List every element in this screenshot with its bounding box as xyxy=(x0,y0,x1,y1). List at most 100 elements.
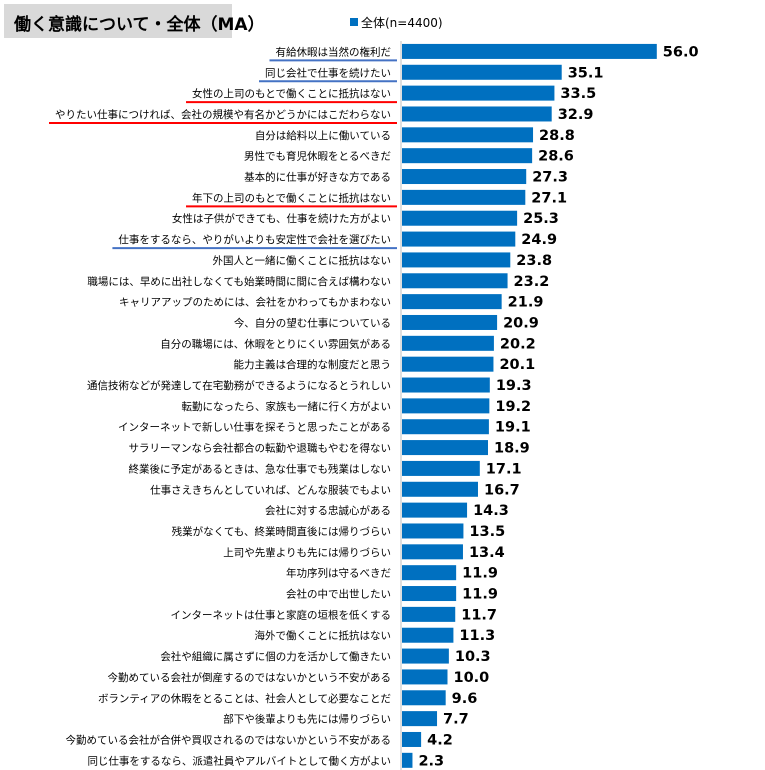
value-label: 35.1 xyxy=(568,65,604,81)
bar xyxy=(402,711,438,727)
legend-label: 全体(n=4400) xyxy=(361,16,443,30)
category-label: 外国人と一緒に働くことに抵抗はない xyxy=(213,254,392,267)
category-label: 今勤めている会社が倒産するのではないかという不安がある xyxy=(108,671,392,684)
bar xyxy=(402,85,555,101)
category-label: 会社の中で出世したい xyxy=(286,588,391,601)
category-label: 自分は給料以上に働いている xyxy=(255,129,391,142)
category-label: インターネットは仕事と家庭の垣根を低くする xyxy=(171,608,392,621)
category-label: 自分の職場には、休暇をとりにくい雰囲気がある xyxy=(160,337,391,350)
value-label: 16.7 xyxy=(484,482,520,498)
value-label: 28.6 xyxy=(538,149,574,165)
bar xyxy=(402,189,526,205)
value-label: 7.7 xyxy=(443,712,469,728)
bar xyxy=(402,502,468,518)
category-label: 今勤めている会社が合併や買収されるのではないかという不安がある xyxy=(66,733,392,746)
value-label: 25.3 xyxy=(523,211,559,227)
category-label: 転勤になったら、家族も一緒に行く方がよい xyxy=(182,400,391,413)
value-label: 11.9 xyxy=(462,587,498,603)
category-label: 上司や先輩よりも先には帰りづらい xyxy=(223,546,391,559)
bar xyxy=(402,64,562,80)
category-label: キャリアアップのためには、会社をかわってもかまわない xyxy=(119,296,391,309)
bar xyxy=(402,565,457,581)
category-label: 年功序列は守るべきだ xyxy=(286,567,391,580)
value-label: 11.3 xyxy=(459,628,495,644)
bar xyxy=(402,231,516,247)
value-label: 18.9 xyxy=(494,441,530,457)
legend-swatch xyxy=(350,18,358,26)
value-label: 19.1 xyxy=(495,420,531,436)
category-label: 会社や組織に属さずに個の力を活かして働きたい xyxy=(160,650,391,663)
bar xyxy=(402,523,464,539)
bar xyxy=(402,460,480,476)
bar xyxy=(402,294,502,310)
bar xyxy=(402,752,413,768)
category-label: 基本的に仕事が好きな方である xyxy=(244,171,391,184)
value-label: 13.5 xyxy=(469,524,505,540)
category-label: 残業がなくても、終業時間直後には帰りづらい xyxy=(172,525,391,538)
value-label: 11.9 xyxy=(462,566,498,582)
category-label: やりたい仕事につければ、会社の規模や有名かどうかにはこだわらない xyxy=(55,108,391,121)
category-label: 同じ仕事をするなら、派遣社員やアルバイトとして働く方がよい xyxy=(87,754,391,767)
value-label: 17.1 xyxy=(486,461,522,477)
category-label: インターネットで新しい仕事を探そうと思ったことがある xyxy=(118,421,391,434)
category-label: 職場には、早めに出社しなくても始業時間に間に合えば構わない xyxy=(87,275,391,288)
bar xyxy=(402,43,657,59)
bar xyxy=(402,669,448,685)
bar xyxy=(402,106,552,122)
bar xyxy=(402,148,533,164)
category-label: 仕事さえきちんとしていれば、どんな服装でもよい xyxy=(150,483,391,496)
category-label: 同じ会社で仕事を続けたい xyxy=(265,66,391,79)
category-label: 海外で働くことに抵抗はない xyxy=(255,629,392,642)
bar xyxy=(402,606,456,622)
category-label: 通信技術などが発達して在宅勤務ができるようになるとうれしい xyxy=(87,379,391,392)
value-label: 9.6 xyxy=(452,691,478,707)
value-label: 27.3 xyxy=(532,170,568,186)
bar xyxy=(402,731,422,747)
bar xyxy=(402,544,463,560)
bar xyxy=(402,356,494,372)
category-label: 有給休暇は当然の権利だ xyxy=(276,45,392,58)
category-label: ボランティアの休暇をとることは、社会人として必要なことだ xyxy=(98,692,391,705)
value-label: 33.5 xyxy=(560,86,596,102)
category-label: 女性の上司のもとで働くことに抵抗はない xyxy=(192,87,391,100)
bar xyxy=(402,252,511,268)
value-label: 20.2 xyxy=(500,336,536,352)
bar xyxy=(402,690,446,706)
title-box: 働く意識について・全体（MA） xyxy=(4,4,265,38)
value-label: 23.2 xyxy=(514,274,550,290)
value-label: 24.9 xyxy=(521,232,557,248)
value-label: 32.9 xyxy=(558,107,594,123)
bar xyxy=(402,377,490,393)
value-label: 10.3 xyxy=(455,649,491,665)
category-label: 男性でも育児休暇をとるべきだ xyxy=(244,150,391,163)
value-label: 20.1 xyxy=(499,357,535,373)
value-label: 2.3 xyxy=(418,753,444,769)
bar xyxy=(402,419,489,435)
category-label: サラリーマンなら会社都合の転勤や退職もやむを得ない xyxy=(129,442,392,455)
legend: 全体(n=4400) xyxy=(350,14,443,31)
value-label: 19.3 xyxy=(496,378,532,394)
value-label: 23.8 xyxy=(516,253,552,269)
value-label: 27.1 xyxy=(531,190,567,206)
bar xyxy=(402,314,498,330)
bar xyxy=(402,648,449,664)
bar xyxy=(402,440,488,456)
value-label: 21.9 xyxy=(508,295,544,311)
value-label: 28.8 xyxy=(539,128,575,144)
category-label: 会社に対する忠誠心がある xyxy=(265,504,391,517)
category-label: 仕事をするなら、やりがいよりも安定性で会社を選びたい xyxy=(118,233,391,246)
category-label: 女性は子供ができても、仕事を続けた方がよい xyxy=(172,212,391,225)
category-label: 年下の上司のもとで働くことに抵抗はない xyxy=(192,191,391,204)
value-label: 10.0 xyxy=(454,670,490,686)
bar xyxy=(402,398,490,414)
bar xyxy=(402,210,518,226)
category-label: 部下や後輩よりも先には帰りづらい xyxy=(223,713,391,726)
bar xyxy=(402,169,527,185)
bar xyxy=(402,127,534,143)
category-label: 能力主義は合理的な制度だと思う xyxy=(234,358,392,371)
bar xyxy=(402,335,494,351)
value-label: 56.0 xyxy=(663,44,699,60)
value-label: 19.2 xyxy=(495,399,531,415)
value-label: 4.2 xyxy=(427,732,453,748)
